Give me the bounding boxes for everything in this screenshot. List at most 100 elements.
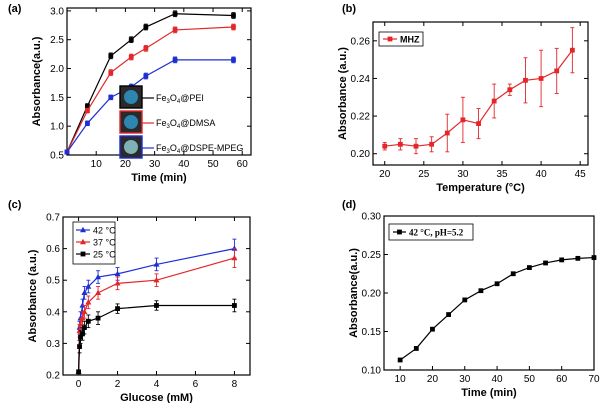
legend: 42 °C 37 °C 25 °C bbox=[72, 221, 116, 265]
legend-label-part: O bbox=[170, 118, 177, 128]
data-point bbox=[554, 68, 560, 74]
panel-label: (a) bbox=[8, 3, 22, 15]
legend-label-part: Fe bbox=[156, 93, 167, 103]
data-point bbox=[153, 277, 160, 283]
legend-label: Fe3O4@DSPE-MPEG bbox=[156, 143, 243, 155]
x-tick-label: 2 bbox=[115, 379, 121, 390]
data-point bbox=[95, 289, 102, 296]
data-point bbox=[413, 143, 419, 149]
legend-box bbox=[72, 221, 116, 265]
x-tick-label: 70 bbox=[588, 374, 600, 385]
x-axis-label: Temperature (°C) bbox=[436, 182, 525, 194]
data-point bbox=[430, 326, 435, 332]
panel-label: (d) bbox=[342, 199, 356, 211]
x-axis-label: Time (min) bbox=[461, 387, 517, 399]
data-point bbox=[85, 120, 90, 126]
x-tick-label: 60 bbox=[237, 159, 249, 170]
data-point bbox=[476, 121, 481, 127]
data-point bbox=[114, 270, 121, 277]
y-tick-label: 0.26 bbox=[351, 36, 371, 47]
data-point bbox=[82, 325, 87, 330]
x-tick-label: 20 bbox=[427, 374, 439, 385]
y-tick-label: 0.6 bbox=[46, 244, 60, 255]
legend-label: 37 °C bbox=[93, 238, 116, 248]
y-axis-label: Absorbance (a.u.) bbox=[337, 47, 349, 140]
y-tick-label: 0.3 bbox=[46, 339, 60, 350]
data-point bbox=[397, 141, 403, 147]
legend-marker bbox=[80, 238, 86, 245]
data-point bbox=[108, 53, 114, 59]
y-tick-label: 0.4 bbox=[46, 307, 60, 318]
y-tick-label: 0.5 bbox=[50, 151, 64, 162]
y-tick-label: 3.0 bbox=[50, 6, 64, 17]
legend-label-part: O bbox=[170, 143, 177, 153]
data-point bbox=[446, 312, 452, 317]
legend-label: MHZ bbox=[400, 35, 420, 45]
x-tick-label: 20 bbox=[120, 159, 132, 170]
plot-frame bbox=[66, 7, 252, 156]
legend-label-part: Fe bbox=[156, 143, 167, 153]
data-point bbox=[108, 70, 114, 75]
data-point bbox=[114, 280, 121, 286]
legend-label: Fe3O4@DMSA bbox=[156, 118, 215, 130]
legend: MHZ bbox=[378, 31, 424, 47]
data-point bbox=[460, 117, 466, 123]
legend-label-part: @DSPE-MPEG bbox=[180, 143, 243, 153]
x-tick-label: 50 bbox=[524, 374, 536, 385]
data-point bbox=[64, 149, 70, 155]
data-point bbox=[538, 76, 544, 81]
legend-label-part: O bbox=[170, 93, 177, 103]
x-tick-label: 20 bbox=[379, 169, 391, 180]
legend-label: 42 °C bbox=[93, 226, 116, 236]
data-point bbox=[510, 271, 516, 277]
data-point bbox=[143, 73, 149, 79]
y-tick-label: 0.20 bbox=[351, 149, 371, 160]
y-tick-label: 0.15 bbox=[362, 327, 382, 338]
x-tick-label: 6 bbox=[193, 379, 199, 390]
plot-frame bbox=[372, 21, 589, 166]
x-axis-label: Time (min) bbox=[131, 172, 187, 184]
data-point bbox=[85, 318, 91, 324]
data-point bbox=[95, 273, 102, 280]
x-tick-label: 4 bbox=[154, 379, 160, 390]
data-point bbox=[115, 306, 120, 312]
data-point bbox=[128, 37, 134, 43]
y-tick-label: 0.25 bbox=[362, 250, 382, 261]
y-tick-label: 0.5 bbox=[46, 276, 60, 287]
legend-label-part: 3 bbox=[167, 149, 171, 155]
x-tick-label: 35 bbox=[496, 169, 508, 180]
data-point bbox=[95, 315, 101, 321]
series-line bbox=[77, 304, 235, 372]
y-tick-label: 1.5 bbox=[50, 93, 64, 104]
x-tick-label: 60 bbox=[556, 374, 568, 385]
data-point bbox=[81, 308, 88, 314]
data-point bbox=[172, 11, 178, 17]
data-point bbox=[143, 45, 149, 51]
legend-box bbox=[378, 31, 424, 47]
legend-label-part: 4 bbox=[177, 99, 181, 105]
data-point bbox=[108, 94, 114, 100]
data-point bbox=[231, 24, 236, 30]
data-point bbox=[397, 357, 403, 363]
legend-label-part: @DMSA bbox=[180, 118, 215, 128]
legend-marker bbox=[397, 229, 402, 235]
data-point bbox=[232, 303, 237, 308]
y-tick-label: 0.30 bbox=[362, 212, 382, 223]
y-tick-label: 0.2 bbox=[46, 371, 60, 382]
legend-label: 42 °C, pH=5.2 bbox=[409, 228, 464, 238]
legend-label: Fe3O4@PEI bbox=[156, 93, 204, 105]
panel-d: (d) 10 20 30 40 50 60 70 0.10 0.15 0.20 0.25 0.30 Tim… bbox=[342, 199, 600, 399]
legend-label-part: 4 bbox=[177, 124, 181, 130]
data-point bbox=[143, 24, 149, 30]
legend: 42 °C, pH=5.2 bbox=[388, 223, 474, 241]
data-point bbox=[382, 143, 388, 149]
data-point bbox=[575, 255, 581, 261]
y-axis-label: Absorbance(a.u.) bbox=[31, 36, 43, 126]
data-point bbox=[462, 297, 468, 303]
panel-a: (a) 10 20 30 40 50 60 0.5 1.0 1.5 2.0 2.5 3.0 Time (m… bbox=[8, 3, 252, 184]
data-point bbox=[413, 346, 419, 351]
x-tick-label: 40 bbox=[178, 159, 190, 170]
series-line bbox=[66, 59, 234, 153]
data-point bbox=[85, 283, 92, 289]
